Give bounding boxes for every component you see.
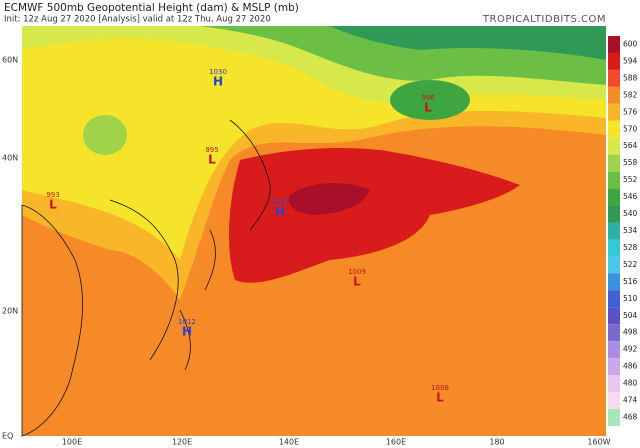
pressure-letter: L [353,275,361,289]
colorbar-label: 480 [623,379,638,388]
colorbar-swatch [608,171,620,189]
colorbar-label: 540 [623,209,638,218]
colorbar-swatch [608,205,620,223]
colorbar-label: 558 [623,158,638,167]
lat-label: EQ [2,432,13,441]
coastline [229,119,271,231]
colorbar-swatch [608,392,620,410]
colorbar-swatch [608,137,620,155]
lat-label: 40N [2,154,18,163]
colorbar-swatch [608,86,620,104]
lat-label: 20N [2,307,18,316]
colorbar-swatch [608,290,620,308]
field-594 [228,148,520,283]
colorbar-label: 600 [623,39,638,48]
colorbar-swatch [608,358,620,376]
lat-label: 60N [2,56,18,65]
pressure-value: 1030 [209,68,227,76]
colorbar-label: 522 [623,260,638,269]
pressure-letter: L [436,391,444,405]
colorbar-label: 528 [623,243,638,252]
pressure-letter: L [49,198,57,212]
colorbar-swatch [608,375,620,393]
colorbar-swatch [608,307,620,325]
colorbar-swatch [608,188,620,206]
colorbar-label: 474 [623,396,638,405]
lon-label: 160E [386,438,406,447]
lon-label: 140E [279,438,299,447]
colorbar-swatch [608,103,620,121]
colorbar-swatch [608,273,620,291]
colorbar-swatch [608,52,620,70]
colorbar-label: 498 [623,328,638,337]
colorbar-swatch [608,120,620,138]
pressure-letter: H [275,205,285,219]
field-558 [83,115,127,155]
colorbar-label: 582 [623,90,638,99]
pressure-value: 993 [46,191,59,199]
colorbar-swatch [608,69,620,87]
colorbar-label: 564 [623,141,638,150]
field-540 [330,26,606,60]
colorbar-swatch [608,36,620,53]
coastline [109,199,216,371]
map [21,26,606,437]
credit: TROPICALTIDBITS.COM [482,14,606,25]
lon-label: 160W [587,438,610,447]
colorbar-swatch [608,324,620,342]
colorbar-swatch [608,409,620,426]
lon-label: 120E [172,438,192,447]
colorbar-label: 546 [623,192,638,201]
pressure-letter: L [208,153,216,167]
colorbar-label: 552 [623,175,638,184]
title: ECMWF 500mb Geopotential Height (dam) & … [4,2,299,14]
colorbar-label: 594 [623,56,638,65]
pressure-value: 1013 [271,198,289,206]
colorbar-label: 492 [623,345,638,354]
colorbar-swatch [608,154,620,172]
pressure-value: 996 [421,94,435,102]
colorbar-label: 486 [623,362,638,371]
colorbar-label: 576 [623,107,638,116]
pressure-letter: H [213,75,223,89]
colorbar-swatch [608,239,620,257]
colorbar-swatch [608,222,620,240]
colorbar-label: 516 [623,277,638,286]
colorbar-swatch [608,341,620,359]
pressure-value: 1008 [431,384,449,392]
pressure-value: 1012 [178,318,196,326]
pressure-letter: H [182,325,192,339]
pressure-letter: L [424,101,432,115]
pressure-value: 1009 [348,268,366,276]
subtitle: Init: 12z Aug 27 2020 [Analysis] valid a… [4,15,271,25]
colorbar-swatch [608,256,620,274]
lon-label: 180 [489,438,504,447]
field-546 [390,80,470,120]
colorbar-label: 534 [623,226,638,235]
colorbar-label: 588 [623,73,638,82]
colorbar-label: 510 [623,294,638,303]
field-600 [288,183,370,215]
pressure-value: 995 [205,146,218,154]
lon-label: 100E [62,438,82,447]
coastline [21,204,83,437]
colorbar-label: 504 [623,311,638,320]
colorbar-label: 570 [623,124,638,133]
colorbar-label: 468 [623,413,638,422]
